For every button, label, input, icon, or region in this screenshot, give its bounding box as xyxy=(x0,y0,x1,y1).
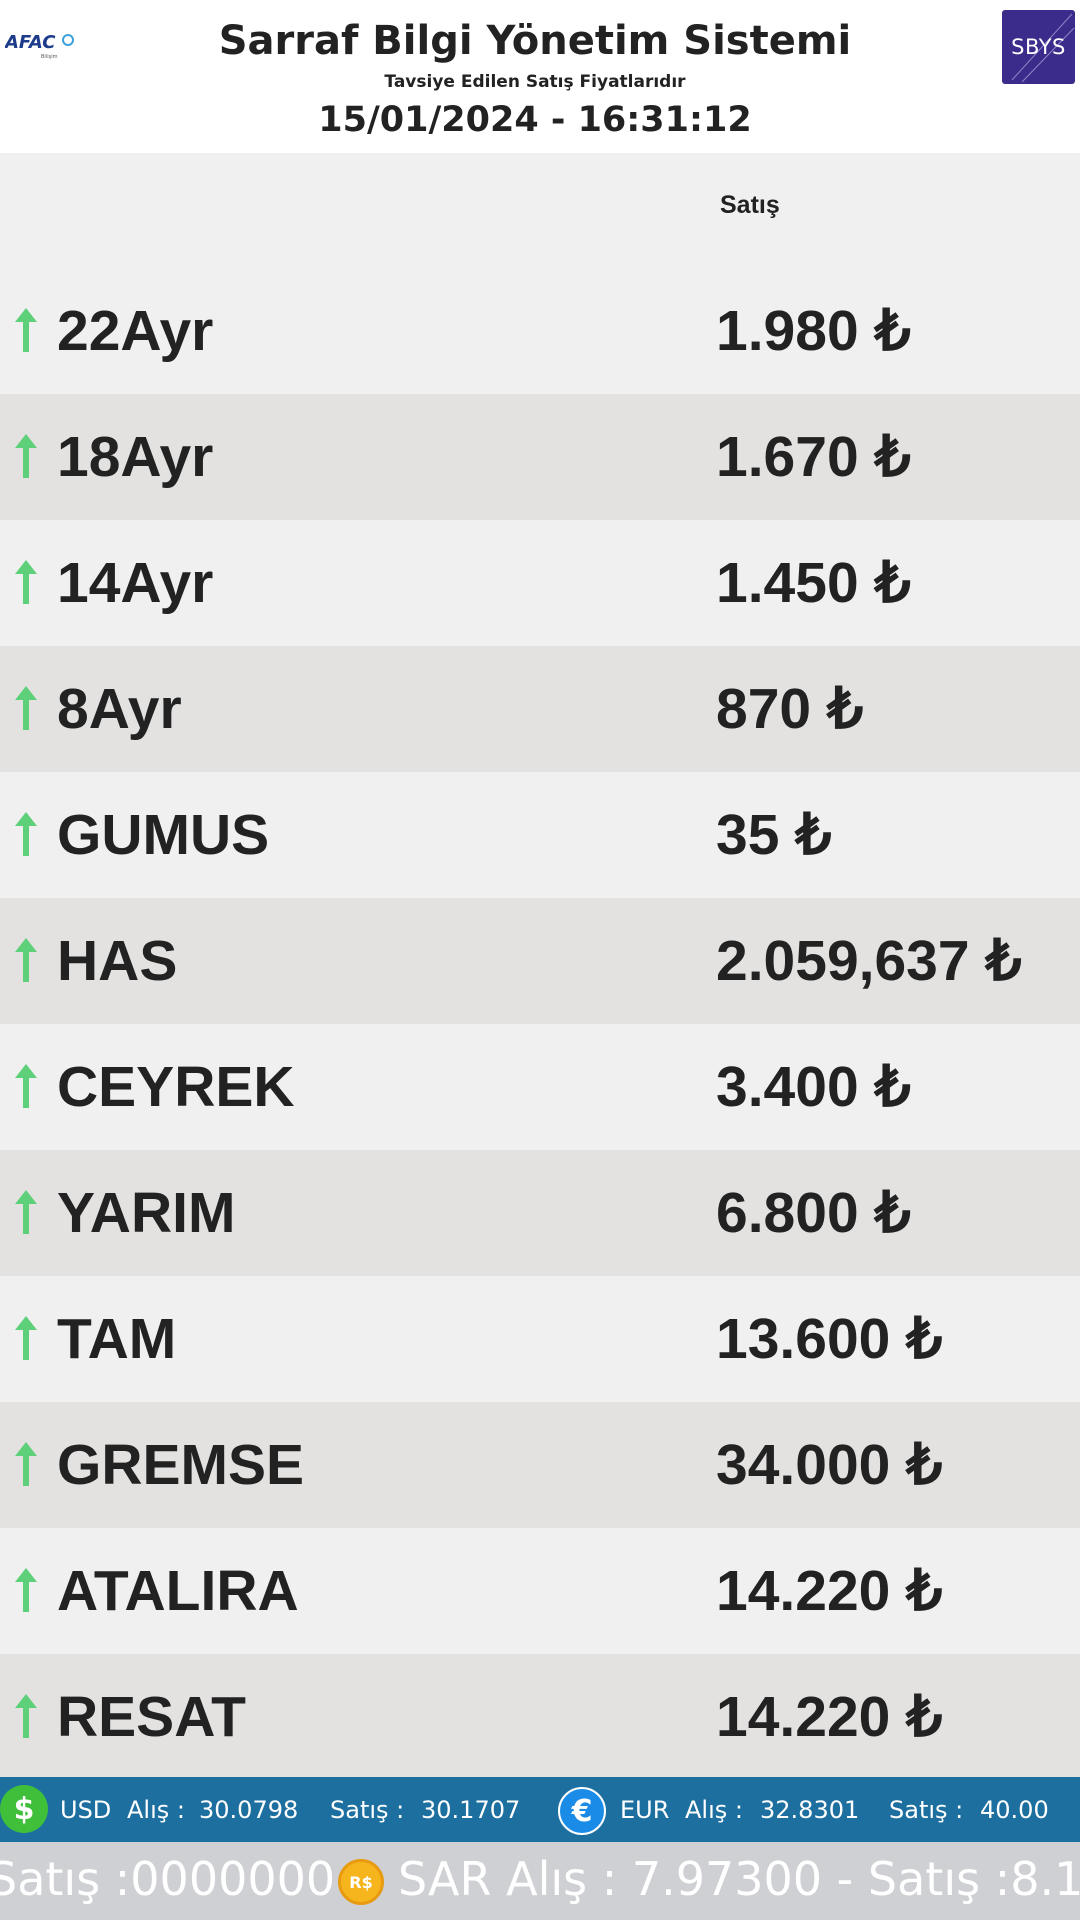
column-header-sell: Satış xyxy=(720,191,780,219)
usd-sell-value: 30.1707 xyxy=(421,1796,521,1824)
product-name: 14Ayr xyxy=(57,551,214,615)
product-name: TAM xyxy=(57,1307,177,1371)
product-price: 14.220 ₺ xyxy=(716,1559,943,1623)
table-row: 18Ayr 1.670 ₺ xyxy=(0,394,1080,520)
table-header: Satış xyxy=(0,153,1080,268)
dollar-icon: $ xyxy=(0,1785,48,1833)
product-name: GREMSE xyxy=(57,1433,305,1497)
eur-sell-value: 40.00 xyxy=(980,1796,1049,1824)
product-name: RESAT xyxy=(57,1685,246,1749)
other-ticker: Satış :0000000 R$ SAR Alış : 7.97300 - S… xyxy=(0,1842,1080,1920)
product-name: GUMUS xyxy=(57,803,270,867)
app-header: AFAC Bilişim Sarraf Bilgi Yönetim Sistem… xyxy=(0,0,1080,153)
table-row: YARIM 6.800 ₺ xyxy=(0,1150,1080,1276)
product-name: 18Ayr xyxy=(57,425,214,489)
eur-buy-label: Alış : xyxy=(685,1796,743,1824)
arrow-up-icon xyxy=(13,558,39,606)
product-price: 35 ₺ xyxy=(716,803,832,867)
arrow-up-icon xyxy=(13,306,39,354)
euro-icon: € xyxy=(558,1787,606,1835)
real-coin-icon: R$ xyxy=(338,1859,384,1905)
arrow-up-icon xyxy=(13,432,39,480)
product-price: 3.400 ₺ xyxy=(716,1055,911,1119)
afac-logo: AFAC Bilişim xyxy=(5,28,77,62)
usd-sell-label: Satış : xyxy=(330,1796,405,1824)
product-price: 13.600 ₺ xyxy=(716,1307,943,1371)
table-row: TAM 13.600 ₺ xyxy=(0,1276,1080,1402)
table-row: GREMSE 34.000 ₺ xyxy=(0,1402,1080,1528)
product-name: YARIM xyxy=(57,1181,236,1245)
table-row: 22Ayr 1.980 ₺ xyxy=(0,268,1080,394)
product-price: 2.059,637 ₺ xyxy=(716,929,1022,993)
svg-text:Bilişim: Bilişim xyxy=(41,54,58,60)
table-row: 8Ayr 870 ₺ xyxy=(0,646,1080,772)
product-name: HAS xyxy=(57,929,178,993)
arrow-up-icon xyxy=(13,1314,39,1362)
table-row: HAS 2.059,637 ₺ xyxy=(0,898,1080,1024)
usd-buy-value: 30.0798 xyxy=(199,1796,299,1824)
eur-code: EUR xyxy=(620,1796,670,1824)
product-name: 22Ayr xyxy=(57,299,214,363)
product-price: 6.800 ₺ xyxy=(716,1181,911,1245)
arrow-up-icon xyxy=(13,1188,39,1236)
page-subtitle: Tavsiye Edilen Satış Fiyatlarıdır xyxy=(384,72,686,92)
sbys-logo-text: SBYS xyxy=(1011,35,1066,59)
product-price: 14.220 ₺ xyxy=(716,1685,943,1749)
usd-buy-label: Alış : xyxy=(127,1796,185,1824)
table-row: GUMUS 35 ₺ xyxy=(0,772,1080,898)
product-price: 1.980 ₺ xyxy=(716,299,911,363)
page-title: Sarraf Bilgi Yönetim Sistemi xyxy=(218,18,852,64)
eur-sell-label: Satış : xyxy=(889,1796,964,1824)
arrow-up-icon xyxy=(13,1440,39,1488)
arrow-up-icon xyxy=(13,1692,39,1740)
arrow-up-icon xyxy=(13,684,39,732)
datetime-display: 15/01/2024 - 16:31:12 xyxy=(318,100,752,140)
ticker-sar-text: SAR Alış : 7.97300 - Satış :8.14 xyxy=(398,1852,1080,1906)
table-row: ATALIRA 14.220 ₺ xyxy=(0,1528,1080,1654)
sbys-logo: SBYS xyxy=(1002,10,1075,84)
product-name: CEYREK xyxy=(57,1055,295,1119)
ticker-left-text: Satış :0000000 xyxy=(0,1852,336,1906)
svg-text:AFAC: AFAC xyxy=(5,32,56,53)
product-price: 1.450 ₺ xyxy=(716,551,911,615)
table-row: 14Ayr 1.450 ₺ xyxy=(0,520,1080,646)
product-price: 1.670 ₺ xyxy=(716,425,911,489)
arrow-up-icon xyxy=(13,810,39,858)
eur-buy-value: 32.8301 xyxy=(760,1796,860,1824)
fx-ticker: $ USD Alış : 30.0798 Satış : 30.1707 € E… xyxy=(0,1777,1080,1842)
product-name: 8Ayr xyxy=(57,677,182,741)
table-row: RESAT 14.220 ₺ xyxy=(0,1654,1080,1780)
product-price: 870 ₺ xyxy=(716,677,864,741)
product-price: 34.000 ₺ xyxy=(716,1433,943,1497)
usd-code: USD xyxy=(60,1796,112,1824)
arrow-up-icon xyxy=(13,936,39,984)
product-name: ATALIRA xyxy=(57,1559,299,1623)
arrow-up-icon xyxy=(13,1062,39,1110)
price-table: Satış 22Ayr 1.980 ₺ 18Ayr 1.670 ₺ 14Ayr 1.450… xyxy=(0,153,1080,1780)
table-row: CEYREK 3.400 ₺ xyxy=(0,1024,1080,1150)
arrow-up-icon xyxy=(13,1566,39,1614)
